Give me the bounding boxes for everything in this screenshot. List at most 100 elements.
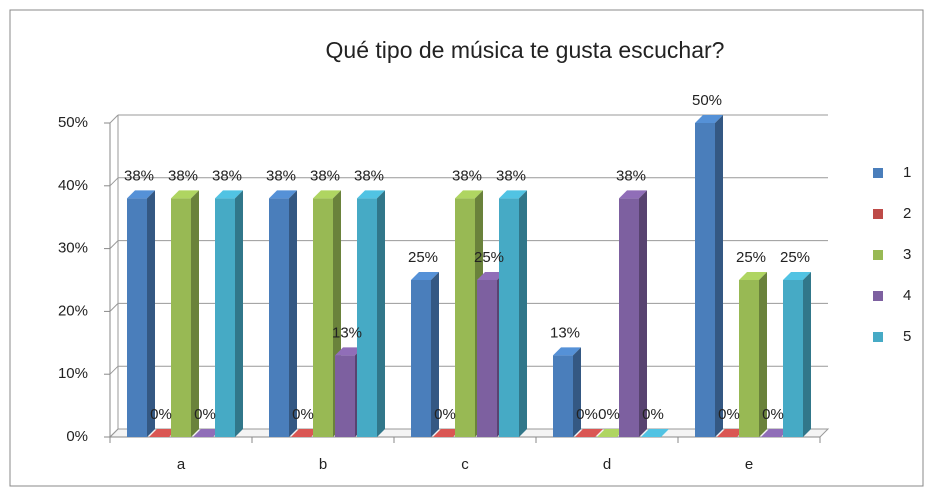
bar-top <box>619 190 647 199</box>
legend-swatch <box>873 332 883 342</box>
data-label: 0% <box>194 406 216 423</box>
bar-front <box>335 355 355 437</box>
bar-top <box>477 272 505 280</box>
data-label: 38% <box>266 167 296 184</box>
bar <box>619 190 647 437</box>
data-label: 13% <box>550 324 580 341</box>
bar-side <box>715 115 723 437</box>
bar <box>739 272 767 437</box>
bar <box>269 190 297 437</box>
data-label: 50% <box>692 92 722 109</box>
bar <box>171 190 199 437</box>
data-label: 25% <box>780 249 810 266</box>
bar-top <box>269 190 297 199</box>
bar-side <box>759 272 767 437</box>
bar-top <box>357 190 385 199</box>
bar <box>215 190 243 437</box>
bar-side <box>191 190 199 437</box>
bar <box>597 429 625 437</box>
data-label: 38% <box>616 167 646 184</box>
legend-label: 2 <box>903 205 911 222</box>
bar-front <box>739 280 759 437</box>
bar-front <box>783 280 803 437</box>
bar-front <box>477 280 497 437</box>
bar-top <box>455 190 483 199</box>
bar-top <box>739 272 767 280</box>
data-label: 25% <box>408 249 438 266</box>
y-tick-label: 0% <box>66 428 88 445</box>
bar <box>149 429 177 437</box>
data-label: 38% <box>354 167 384 184</box>
grid-line-side <box>109 114 119 124</box>
bar <box>411 272 439 437</box>
grid-line-side <box>109 303 119 312</box>
bar-front <box>215 198 235 437</box>
legend-swatch <box>873 209 883 219</box>
bar-side <box>639 190 647 437</box>
bar-top <box>215 190 243 199</box>
bar-top <box>553 347 581 356</box>
bar-front <box>269 198 289 437</box>
legend-label: 4 <box>903 287 911 304</box>
bar-front <box>411 280 431 437</box>
bar <box>193 429 221 437</box>
bar <box>761 429 789 437</box>
bar-side <box>431 272 439 437</box>
legend-label: 3 <box>903 246 911 263</box>
bar <box>641 429 669 437</box>
data-label: 0% <box>292 406 314 423</box>
bar-top <box>335 347 363 356</box>
bar <box>433 429 461 437</box>
bar-front <box>695 123 715 437</box>
data-label: 13% <box>332 324 362 341</box>
x-tick-label: e <box>745 456 753 473</box>
legend-swatch <box>873 291 883 301</box>
x-tick-label: c <box>461 456 469 473</box>
bar-front <box>171 198 191 437</box>
data-label: 38% <box>496 167 526 184</box>
bar <box>499 190 527 437</box>
bar-front <box>499 198 519 437</box>
y-tick-label: 20% <box>58 302 88 319</box>
bar-side <box>289 190 297 437</box>
grid-line-side <box>109 240 119 249</box>
bar-top <box>499 190 527 199</box>
bar-side <box>235 190 243 437</box>
chart-title: Qué tipo de música te gusta escuchar? <box>326 37 725 63</box>
data-label: 0% <box>576 406 598 423</box>
bar <box>717 429 745 437</box>
data-label: 25% <box>474 249 504 266</box>
data-label: 38% <box>212 167 242 184</box>
bar-front <box>313 198 333 437</box>
data-label: 0% <box>150 406 172 423</box>
bar <box>553 347 581 437</box>
bar <box>695 115 723 437</box>
bar-side <box>803 272 811 437</box>
data-label: 38% <box>452 167 482 184</box>
bar-top <box>149 429 177 437</box>
bar-top <box>761 429 789 437</box>
legend-swatch <box>873 168 883 178</box>
bar-top <box>193 429 221 437</box>
data-label: 25% <box>736 249 766 266</box>
bar <box>127 190 155 437</box>
bar-top <box>597 429 625 437</box>
bar-top <box>783 272 811 280</box>
legend-label: 1 <box>903 164 911 181</box>
bar-top <box>127 190 155 199</box>
y-tick-label: 50% <box>58 114 88 131</box>
grid-line-side <box>109 428 119 438</box>
legend-swatch <box>873 250 883 260</box>
bar <box>291 429 319 437</box>
x-tick-label: b <box>319 456 327 473</box>
bar-front <box>619 198 639 437</box>
bar-top <box>717 429 745 437</box>
data-label: 0% <box>718 406 740 423</box>
bar-top <box>171 190 199 199</box>
bar-front <box>553 355 573 437</box>
bar-top <box>291 429 319 437</box>
bar-front <box>127 198 147 437</box>
bar-top <box>313 190 341 199</box>
y-tick-label: 30% <box>58 240 88 257</box>
